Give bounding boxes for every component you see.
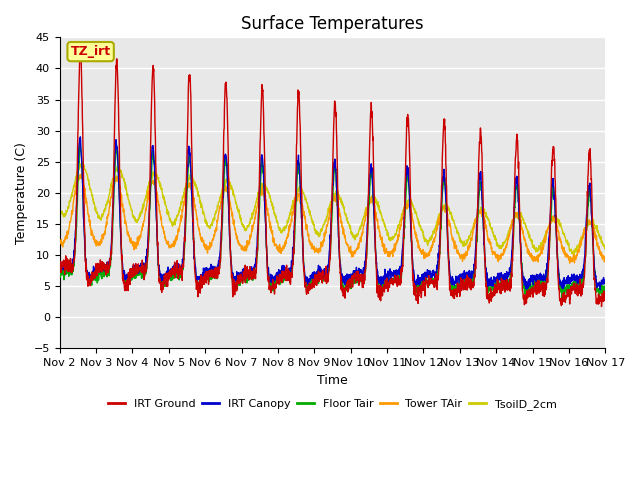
Legend: IRT Ground, IRT Canopy, Floor Tair, Tower TAir, TsoilD_2cm: IRT Ground, IRT Canopy, Floor Tair, Towe… xyxy=(104,395,561,414)
Title: Surface Temperatures: Surface Temperatures xyxy=(241,15,424,33)
X-axis label: Time: Time xyxy=(317,373,348,387)
Text: TZ_irt: TZ_irt xyxy=(70,45,111,58)
Y-axis label: Temperature (C): Temperature (C) xyxy=(15,142,28,244)
